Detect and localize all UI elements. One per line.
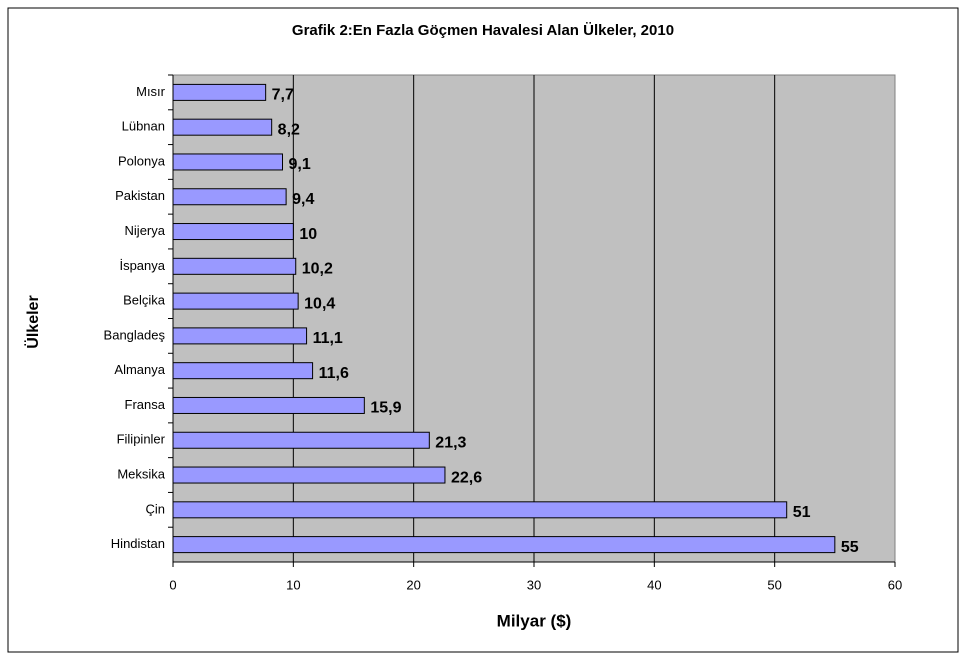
x-tick-label: 40 xyxy=(647,577,661,592)
bar xyxy=(172,362,314,380)
value-label: 9,4 xyxy=(292,191,314,208)
bar xyxy=(172,153,284,171)
y-tick-label: Lübnan xyxy=(122,119,165,134)
y-tick-label: Nijerya xyxy=(125,223,166,238)
y-tick-label: Pakistan xyxy=(115,188,165,203)
x-tick-label: 0 xyxy=(169,577,176,592)
x-tick-label: 10 xyxy=(286,577,300,592)
y-tick-label: Hindistan xyxy=(111,536,165,551)
value-label: 10,2 xyxy=(302,261,333,278)
bar xyxy=(172,223,294,241)
bar xyxy=(172,396,365,414)
y-tick-label: Filipinler xyxy=(117,432,166,447)
y-tick-label: Çin xyxy=(145,501,165,516)
value-label: 11,1 xyxy=(313,330,343,347)
value-label: 10 xyxy=(299,226,317,243)
x-tick-label: 30 xyxy=(527,577,541,592)
x-axis-label: Milyar ($) xyxy=(497,611,572,630)
bar xyxy=(172,188,287,206)
y-tick-label: Almanya xyxy=(114,362,165,377)
bar xyxy=(172,501,788,519)
value-label: 9,1 xyxy=(289,156,311,173)
value-label: 10,4 xyxy=(304,295,335,312)
y-tick-label: Mısır xyxy=(136,84,166,99)
bar xyxy=(172,327,308,345)
value-label: 11,6 xyxy=(319,365,349,382)
bar xyxy=(172,466,446,484)
x-tick-label: 50 xyxy=(767,577,781,592)
y-tick-label: İspanya xyxy=(119,258,165,273)
y-tick-label: Meksika xyxy=(117,466,165,481)
bar xyxy=(172,536,836,554)
x-tick-label: 60 xyxy=(888,577,902,592)
value-label: 7,7 xyxy=(272,87,294,104)
bar xyxy=(172,257,297,275)
value-label: 21,3 xyxy=(435,434,466,451)
y-axis-label: Ülkeler xyxy=(23,295,42,348)
bar xyxy=(172,83,267,101)
y-tick-label: Polonya xyxy=(118,153,166,168)
x-tick-label: 20 xyxy=(406,577,420,592)
value-label: 51 xyxy=(793,504,811,521)
bar xyxy=(172,431,430,449)
bar xyxy=(172,118,273,136)
bar xyxy=(172,292,299,310)
value-label: 15,9 xyxy=(370,400,401,417)
value-label: 22,6 xyxy=(451,469,482,486)
y-tick-label: Fransa xyxy=(125,397,166,412)
y-tick-label: Belçika xyxy=(123,293,166,308)
value-label: 8,2 xyxy=(278,121,300,138)
y-tick-label: Bangladeş xyxy=(104,327,166,342)
value-label: 55 xyxy=(841,539,859,556)
chart-title: Grafik 2:En Fazla Göçmen Havalesi Alan Ü… xyxy=(292,22,674,39)
